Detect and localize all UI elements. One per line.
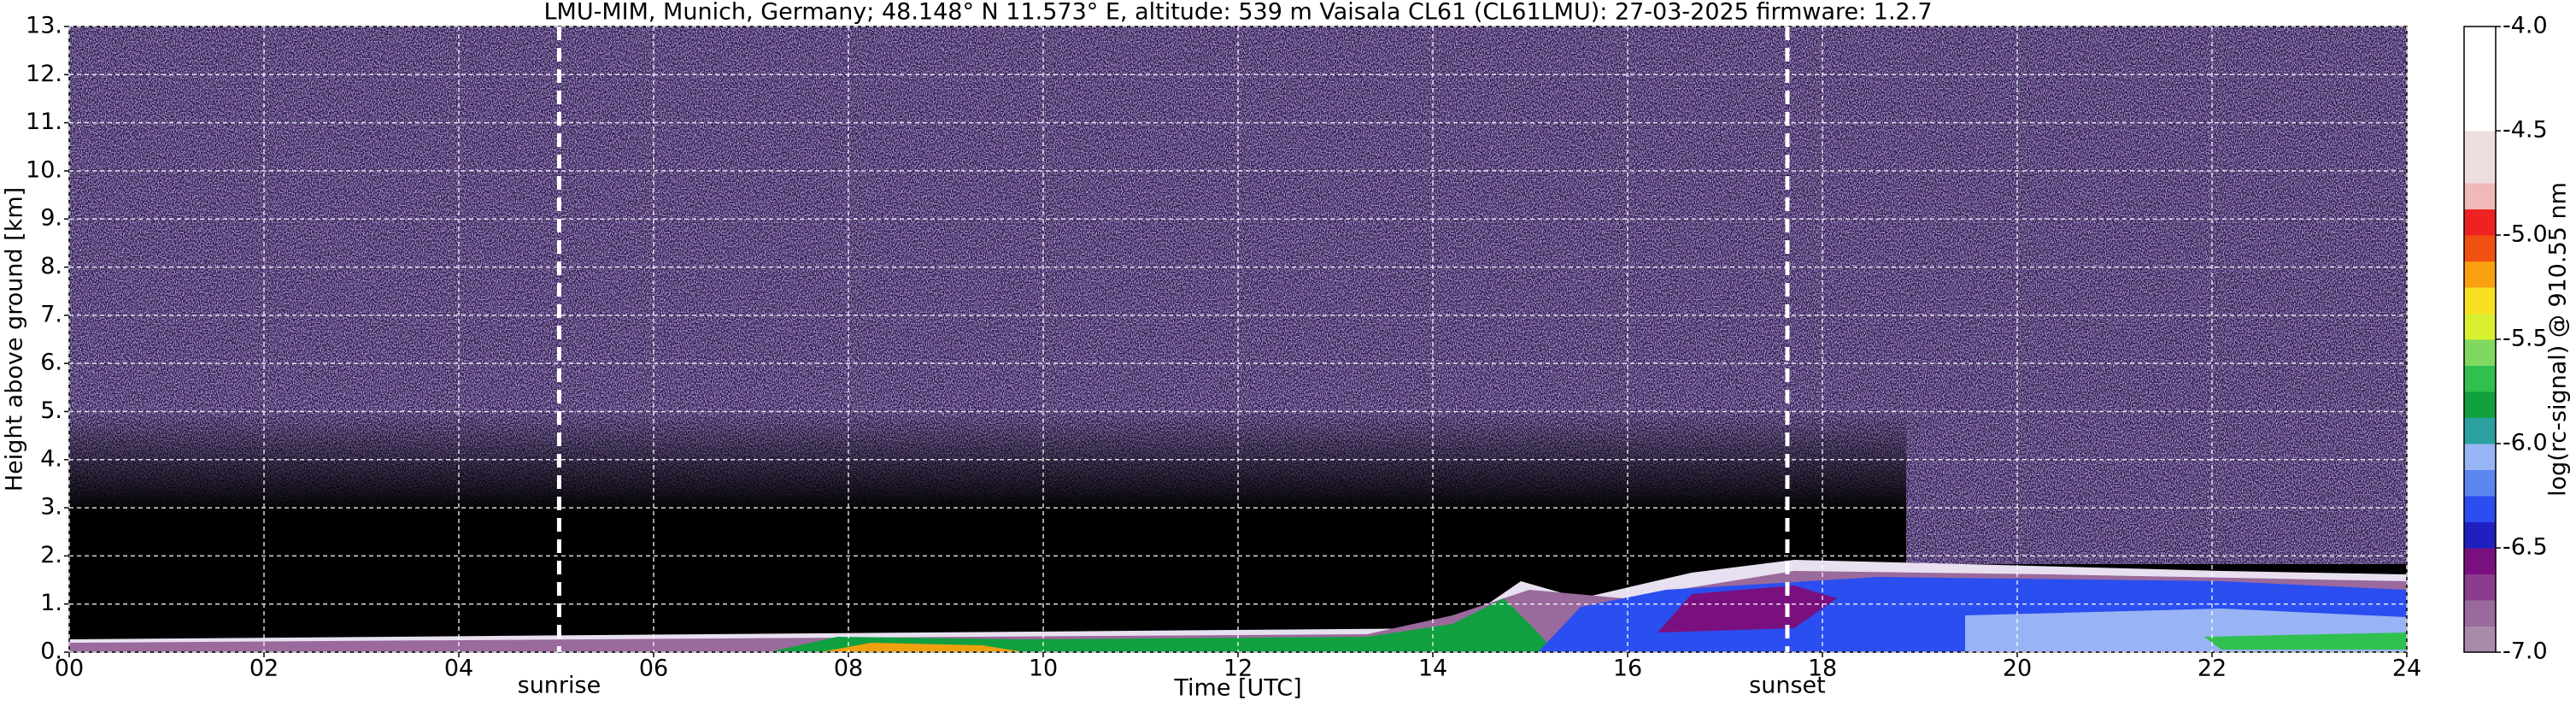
colorbar-swatch [2464, 574, 2496, 601]
colorbar-swatch [2464, 209, 2496, 236]
x-tick-label: 10 [1029, 656, 1058, 682]
colorbar-swatch [2464, 79, 2496, 105]
colorbar-swatch [2464, 600, 2496, 627]
x-tick-label: 08 [834, 656, 863, 682]
annotation-label: sunset [1749, 673, 1826, 699]
y-tick-label: 2. [40, 542, 62, 568]
x-tick-label: 04 [444, 656, 473, 682]
x-tick-label: 06 [639, 656, 668, 682]
x-tick-label: 00 [55, 656, 84, 682]
x-tick-label: 24 [2392, 656, 2421, 682]
y-axis-label: Height above ground [km] [2, 187, 28, 491]
colorbar-tick-label: -4.5 [2503, 117, 2548, 144]
y-tick-label: 3. [40, 494, 62, 521]
colorbar-swatch [2464, 183, 2496, 209]
colorbar-swatch [2464, 261, 2496, 288]
colorbar-swatch [2464, 287, 2496, 314]
colorbar-tick-label: -6.0 [2503, 430, 2548, 456]
colorbar-swatch [2464, 391, 2496, 418]
colorbar-tick-label: -5.0 [2503, 221, 2548, 248]
colorbar-tick-label: -4.0 [2503, 13, 2548, 39]
colorbar-swatch [2464, 417, 2496, 444]
y-tick-label: 5. [40, 397, 62, 424]
x-tick-label: 02 [249, 656, 279, 682]
x-tick-label: 20 [2003, 656, 2032, 682]
x-tick-label: 14 [1418, 656, 1447, 682]
y-tick-label: 11. [26, 109, 62, 135]
x-tick-label: 12 [1223, 656, 1253, 682]
colorbar-tick-label: -5.5 [2503, 326, 2548, 352]
y-tick-label: 12. [26, 61, 62, 87]
annotation-label: sunrise [518, 673, 601, 699]
colorbar-swatch [2464, 365, 2496, 392]
y-tick-label: 4. [40, 445, 62, 472]
y-tick-label: 1. [40, 590, 62, 616]
colorbar-swatch [2464, 235, 2496, 262]
y-tick-label: 6. [40, 350, 62, 376]
colorbar-swatch [2464, 339, 2496, 366]
y-tick-label: 0. [40, 638, 62, 665]
colorbar-tick-label: -7.0 [2503, 638, 2548, 665]
y-tick-label: 8. [40, 253, 62, 279]
colorbar-swatch [2464, 548, 2496, 574]
colorbar-swatch [2464, 521, 2496, 549]
colorbar-swatch [2464, 496, 2496, 522]
colorbar-swatch [2464, 156, 2496, 184]
colorbar-tick-label: -6.5 [2503, 534, 2548, 561]
colorbar-label: log(rc-signal) @ 910.55 nm [2545, 182, 2572, 497]
colorbar-swatch [2464, 26, 2496, 53]
y-tick-label: 9. [40, 205, 62, 232]
colorbar-swatch [2464, 444, 2496, 470]
colorbar-swatch [2464, 104, 2496, 132]
y-tick-label: 7. [40, 301, 62, 327]
x-tick-label: 22 [2198, 656, 2227, 682]
y-tick-label: 10. [26, 156, 62, 183]
colorbar-swatch [2464, 52, 2496, 79]
colorbar-swatch [2464, 626, 2496, 653]
x-tick-label: 16 [1613, 656, 1642, 682]
chart-title: LMU-MIM, Munich, Germany; 48.148° N 11.5… [543, 0, 1932, 26]
colorbar-swatch [2464, 131, 2496, 157]
colorbar-swatch [2464, 469, 2496, 497]
x-tick-label: 18 [1808, 656, 1837, 682]
y-tick-label: 13. [26, 13, 62, 39]
x-axis-label: Time [UTC] [1173, 675, 1301, 702]
colorbar-swatch [2464, 313, 2496, 340]
